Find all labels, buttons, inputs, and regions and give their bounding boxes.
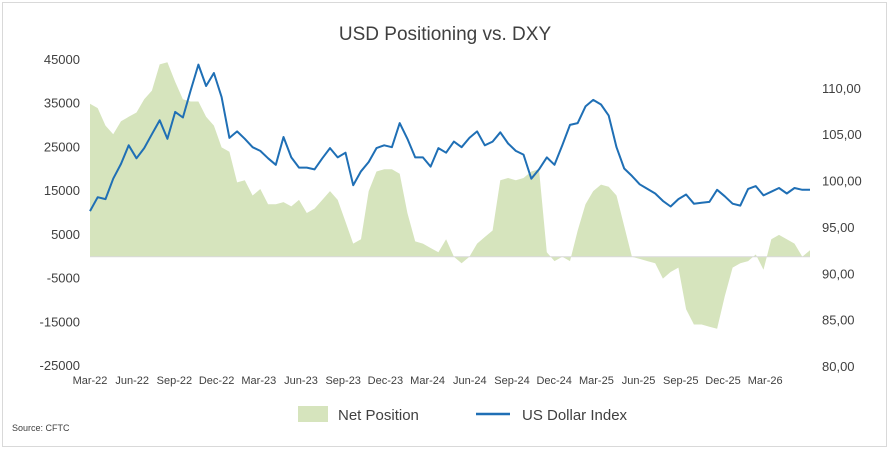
x-axis-tick-label: Dec-22	[199, 375, 234, 387]
right-axis-tick-label: 80,00	[822, 359, 855, 374]
source-note: Source: CFTC	[12, 423, 70, 433]
x-axis-tick-label: Sep-22	[157, 375, 192, 387]
left-axis: 45000 35000 25000 15000 5000 -5000 -15000 -2500…	[40, 52, 80, 373]
x-axis-tick-label: Mar-26	[748, 375, 783, 387]
net-position-area-layer	[90, 62, 810, 329]
right-axis-tick-label: 90,00	[822, 266, 855, 281]
chart-title: USD Positioning vs. DXY	[339, 24, 552, 45]
right-axis-tick-label: 105,00	[822, 127, 862, 142]
x-axis-tick-label: Mar-24	[410, 375, 445, 387]
x-axis-tick-label: Jun-25	[622, 375, 656, 387]
legend-swatch-net-position	[298, 406, 328, 422]
x-axis-tick-label: Jun-23	[284, 375, 318, 387]
left-axis-tick-label: 35000	[44, 96, 80, 111]
x-axis-tick-label: Dec-25	[705, 375, 740, 387]
x-axis-tick-label: Mar-25	[579, 375, 614, 387]
x-axis-tick-label: Sep-25	[663, 375, 698, 387]
right-axis-tick-label: 85,00	[822, 313, 855, 328]
x-axis-tick-label: Dec-24	[536, 375, 571, 387]
right-axis-tick-label: 95,00	[822, 220, 855, 235]
net-position-area	[90, 62, 810, 329]
right-axis-tick-label: 100,00	[822, 174, 862, 189]
left-axis-tick-label: 45000	[44, 52, 80, 67]
x-axis-tick-label: Sep-24	[494, 375, 529, 387]
x-axis-tick-label: Jun-24	[453, 375, 487, 387]
x-axis-tick-label: Dec-23	[368, 375, 403, 387]
left-axis-tick-label: -15000	[40, 314, 80, 329]
dxy-line-layer	[89, 63, 810, 212]
legend-label-net-position: Net Position	[338, 407, 419, 424]
x-axis-tick-label: Mar-22	[73, 375, 108, 387]
x-axis: Mar-22 Jun-22 Sep-22 Dec-22 Mar-23 Jun-23 Sep-…	[73, 375, 783, 387]
left-axis-tick-label: 25000	[44, 139, 80, 154]
right-axis-tick-label: 110,00	[822, 81, 861, 96]
x-axis-tick-label: Mar-23	[241, 375, 276, 387]
legend: Net Position US Dollar Index	[298, 406, 628, 424]
legend-label-us-dollar-index: US Dollar Index	[522, 407, 628, 424]
x-axis-tick-label: Sep-23	[325, 375, 360, 387]
x-axis-tick-label: Jun-22	[115, 375, 149, 387]
left-axis-tick-label: 15000	[44, 183, 80, 198]
left-axis-tick-label: 5000	[51, 227, 80, 242]
dxy-line	[89, 63, 810, 212]
left-axis-tick-label: -25000	[40, 358, 80, 373]
left-axis-tick-label: -5000	[47, 271, 80, 286]
right-axis: 110,00 105,00 100,00 95,00 90,00 85,00 80,00	[822, 81, 862, 374]
